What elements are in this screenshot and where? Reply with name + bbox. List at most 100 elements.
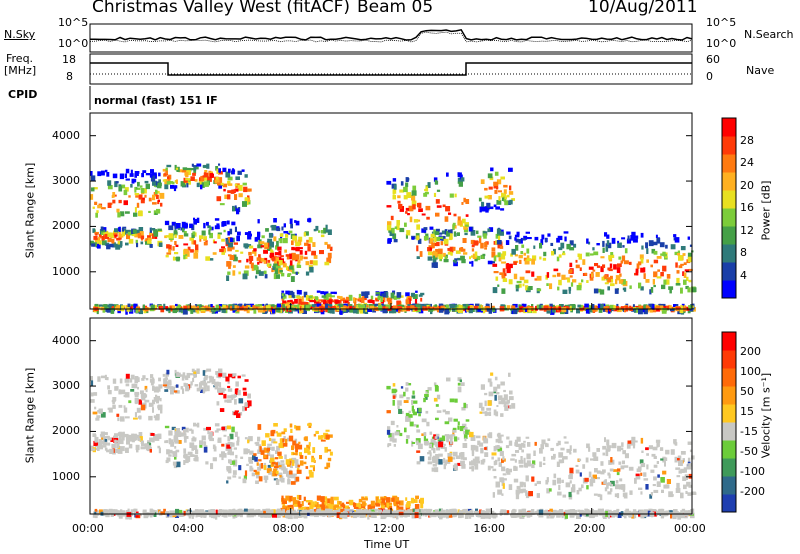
power-cell — [602, 240, 605, 247]
power-cell — [308, 304, 314, 308]
velocity-cell — [258, 476, 263, 482]
power-cell — [481, 202, 485, 207]
colorbar-tick-label: -100 — [740, 465, 765, 478]
velocity-cell — [660, 512, 664, 519]
power-cell — [652, 241, 658, 246]
power-cell — [415, 290, 418, 293]
power-cell — [504, 196, 507, 200]
velocity-cell — [627, 440, 632, 444]
velocity-cell — [253, 453, 257, 456]
velocity-cell — [458, 386, 461, 392]
velocity-cell — [102, 513, 108, 516]
colorbar-tick-label: 12 — [740, 223, 754, 237]
velocity-cell — [269, 509, 274, 514]
velocity-cell — [186, 372, 191, 376]
velocity-cell — [676, 475, 681, 478]
velocity-cell — [150, 380, 154, 386]
velocity-cell — [386, 503, 392, 509]
velocity-cell — [458, 512, 462, 519]
power-cell — [435, 251, 438, 258]
power-cell — [267, 259, 271, 263]
velocity-cell — [268, 468, 272, 475]
velocity-cell — [499, 450, 504, 457]
velocity-cell — [257, 449, 262, 454]
power-cell — [383, 297, 386, 303]
velocity-cell — [444, 434, 450, 437]
power-cell — [462, 304, 466, 307]
velocity-cell — [426, 510, 429, 515]
power-cell — [600, 256, 605, 259]
power-cell — [326, 257, 332, 264]
velocity-cell — [338, 508, 342, 512]
power-cell — [458, 305, 463, 310]
velocity-cell — [215, 382, 218, 386]
power-cell — [522, 283, 525, 287]
velocity-cell — [363, 509, 369, 513]
power-cell — [677, 308, 681, 315]
velocity-cell — [680, 510, 683, 515]
velocity-cell — [492, 512, 497, 519]
power-cell — [290, 301, 295, 305]
velocity-cell — [557, 440, 561, 446]
velocity-cell — [508, 468, 512, 473]
power-cell — [406, 192, 412, 198]
velocity-cell — [209, 432, 213, 437]
power-cell — [130, 304, 136, 307]
velocity-cell — [243, 475, 247, 480]
velocity-cell — [397, 505, 400, 508]
velocity-cell — [664, 461, 666, 467]
velocity-cell — [462, 509, 467, 512]
velocity-cell — [140, 393, 146, 398]
velocity-cell — [443, 457, 446, 464]
velocity-cell — [669, 494, 674, 497]
velocity-cell — [423, 397, 426, 403]
power-cell — [572, 279, 577, 283]
power-cell — [248, 255, 254, 261]
velocity-cell — [295, 425, 301, 431]
velocity-cell — [178, 509, 183, 515]
colorbar-swatch — [722, 226, 736, 245]
power-cell — [674, 237, 680, 243]
velocity-cell — [522, 488, 526, 493]
power-cell — [448, 236, 452, 241]
velocity-cell — [93, 392, 98, 396]
power-cell — [431, 242, 435, 249]
power-cell — [135, 239, 138, 244]
velocity-cell — [244, 379, 249, 382]
noise-panel — [89, 23, 693, 53]
velocity-cell — [682, 458, 685, 462]
velocity-cell — [590, 512, 595, 518]
power-cell — [407, 213, 410, 216]
velocity-cell — [363, 497, 368, 501]
power-cell — [271, 304, 275, 308]
power-cell — [367, 299, 372, 303]
power-cell — [176, 167, 179, 170]
velocity-cell — [296, 494, 300, 500]
power-cell — [100, 226, 104, 231]
power-cell — [668, 304, 671, 310]
velocity-cell — [435, 458, 439, 465]
velocity-cell — [586, 443, 590, 449]
power-cell — [291, 252, 296, 257]
velocity-cell — [190, 513, 194, 517]
power-cell — [193, 166, 197, 171]
power-cell — [463, 252, 468, 255]
power-cell — [467, 306, 470, 311]
power-cell — [255, 304, 261, 307]
power-cell — [426, 216, 430, 220]
velocity-cell — [423, 436, 426, 442]
velocity-cell — [481, 407, 484, 410]
velocity-cell — [221, 513, 226, 517]
colorbar-frame — [721, 331, 737, 513]
power-cell — [422, 306, 425, 311]
power-cell — [164, 235, 167, 239]
power-cell — [509, 199, 513, 205]
power-cell — [378, 304, 383, 311]
velocity-cell — [149, 437, 155, 442]
power-cell — [220, 182, 224, 186]
power-cell — [315, 225, 319, 231]
power-cell — [114, 228, 119, 233]
velocity-cell — [123, 405, 126, 408]
velocity-cell — [330, 496, 334, 502]
power-cell — [123, 189, 128, 196]
